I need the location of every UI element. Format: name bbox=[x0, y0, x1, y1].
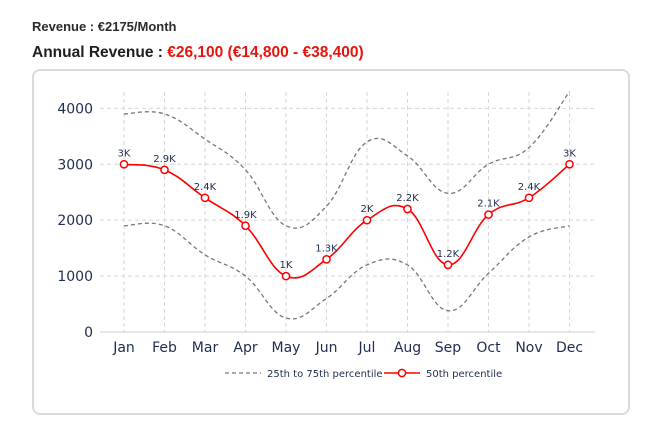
legend-label-percentile-band: 25th to 75th percentile bbox=[267, 369, 383, 380]
median-markers bbox=[119, 159, 574, 281]
median-point bbox=[443, 260, 453, 270]
monthly-revenue-label: Revenue : bbox=[32, 19, 98, 34]
median-point bbox=[281, 271, 291, 281]
x-tick-label: Feb bbox=[152, 340, 177, 356]
median-point bbox=[362, 215, 372, 225]
legend-label-median: 50th percentile bbox=[426, 369, 502, 380]
y-tick-label: 2000 bbox=[57, 213, 93, 229]
x-tick-labels: Jan Feb Mar Apr May Jun Jul Aug Sep Oct Nov Dec bbox=[112, 340, 583, 356]
monthly-revenue: Revenue : €2175/Month bbox=[32, 19, 177, 34]
chart-card bbox=[32, 69, 630, 415]
x-tick-label: Dec bbox=[556, 340, 583, 356]
median-point bbox=[565, 159, 574, 169]
x-tick-label: Mar bbox=[192, 340, 219, 356]
median-point bbox=[403, 204, 412, 214]
percentile-upper-line bbox=[123, 91, 571, 229]
median-point bbox=[241, 221, 250, 231]
monthly-revenue-value: €2175/Month bbox=[97, 19, 177, 34]
annual-revenue-value: €26,100 (€14,800 - €38,400) bbox=[167, 44, 364, 61]
x-tick-label: May bbox=[272, 340, 301, 356]
median-point bbox=[160, 165, 169, 175]
data-label: 2.4K bbox=[518, 182, 541, 193]
grid-lines bbox=[100, 92, 595, 332]
data-label: 2.1K bbox=[477, 199, 500, 210]
data-label: 2.2K bbox=[396, 193, 419, 204]
y-tick-label: 1000 bbox=[57, 269, 93, 285]
data-label: 1K bbox=[280, 260, 293, 271]
y-tick-label: 3000 bbox=[57, 157, 93, 173]
data-label: 1.9K bbox=[234, 210, 257, 221]
data-label: 1.2K bbox=[437, 249, 460, 260]
x-tick-label: Jun bbox=[315, 340, 338, 356]
data-label: 2.9K bbox=[153, 154, 176, 165]
y-tick-label: 0 bbox=[84, 325, 93, 341]
median-point bbox=[484, 210, 493, 219]
median-point bbox=[524, 193, 534, 203]
y-tick-label: 4000 bbox=[57, 101, 93, 117]
x-tick-label: Jul bbox=[358, 340, 376, 356]
data-label: 1.3K bbox=[315, 243, 338, 254]
annual-revenue-label: Annual Revenue : bbox=[32, 44, 168, 61]
percentile-lower-line bbox=[123, 222, 570, 320]
data-label: 2K bbox=[361, 204, 374, 215]
annual-revenue: Annual Revenue : €26,100 (€14,800 - €38,… bbox=[32, 44, 364, 62]
median-data-labels: 3K 2.9K 2.4K 1.9K 1K 1.3K 2K 2.2K 1.2K 2.1K 2.4K 3K bbox=[118, 148, 577, 271]
median-line bbox=[123, 163, 571, 279]
median-point bbox=[119, 159, 129, 169]
x-tick-label: Jan bbox=[112, 340, 135, 356]
x-tick-label: Apr bbox=[233, 340, 257, 356]
median-point bbox=[322, 254, 331, 264]
x-tick-label: Aug bbox=[394, 340, 421, 356]
legend-median-marker bbox=[397, 368, 407, 378]
median-point bbox=[200, 193, 210, 203]
y-tick-labels: 0 1000 2000 3000 4000 bbox=[57, 101, 93, 341]
data-label: 3K bbox=[563, 148, 576, 159]
data-label: 2.4K bbox=[194, 182, 217, 193]
x-tick-label: Nov bbox=[515, 340, 542, 356]
data-label: 3K bbox=[118, 148, 131, 159]
x-tick-label: Sep bbox=[435, 340, 462, 356]
x-tick-label: Oct bbox=[476, 340, 501, 356]
legend: 25th to 75th percentile 50th percentile bbox=[225, 368, 502, 380]
